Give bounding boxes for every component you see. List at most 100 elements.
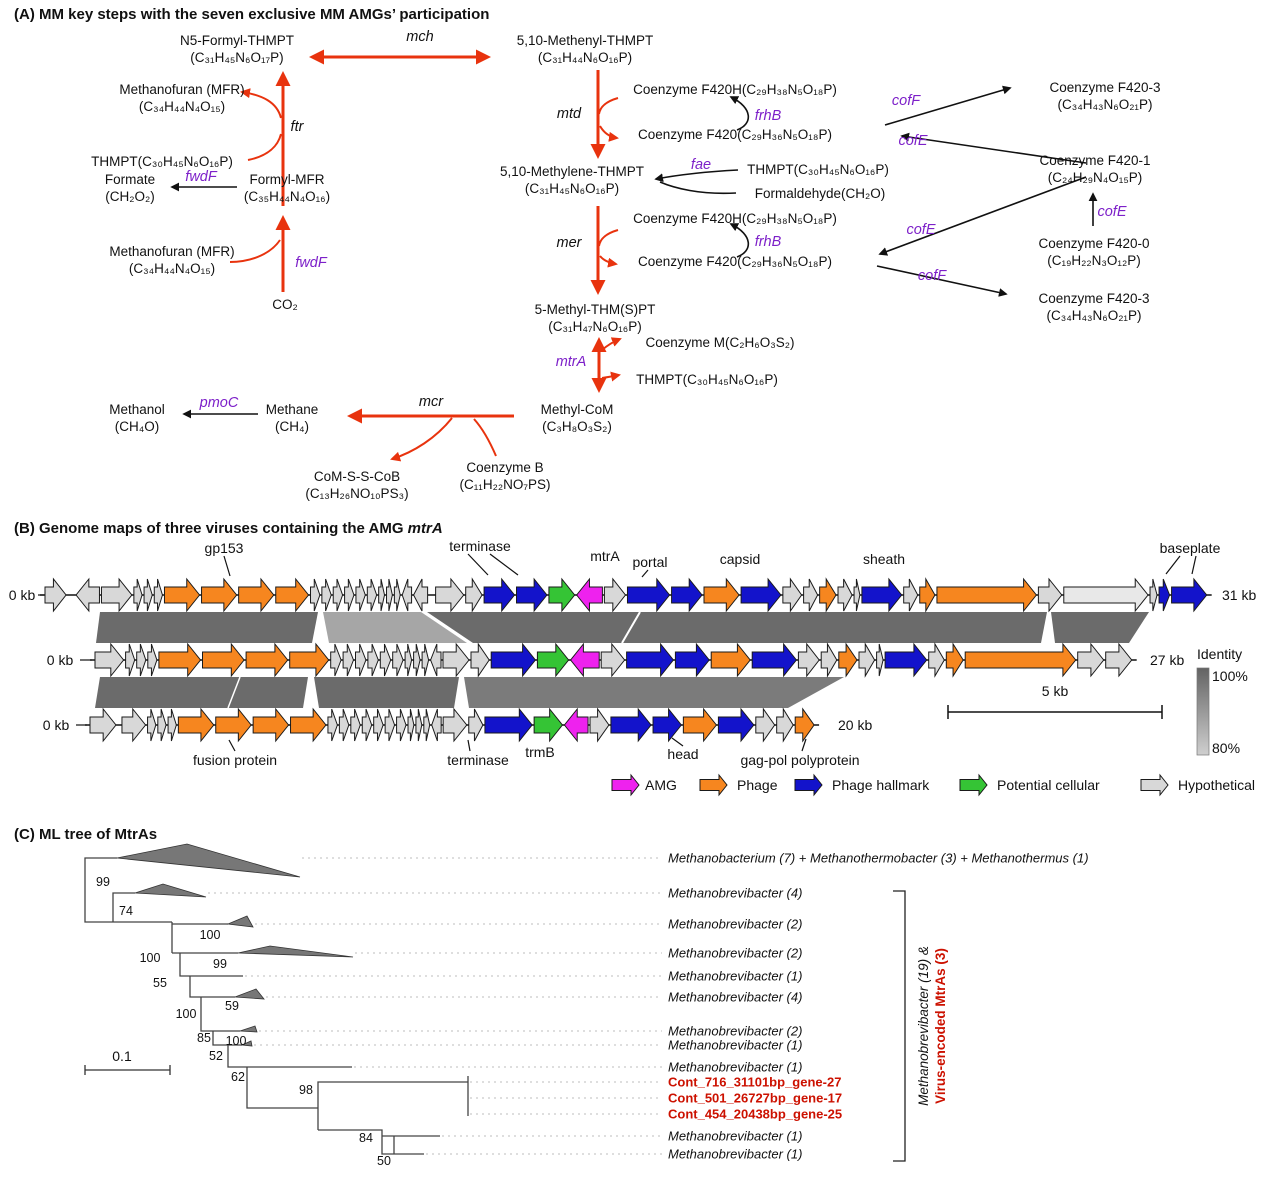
enzyme-ftr: ftr bbox=[290, 119, 304, 135]
legend-label-hypothetical: Hypothetical bbox=[1178, 777, 1256, 793]
tree-leaf-label: Methanobrevibacter (2) bbox=[668, 945, 803, 961]
metabolite-name: Formaldehyde(CH₂O) bbox=[754, 186, 886, 201]
collapsed-clade-triangles bbox=[116, 843, 354, 1047]
metabolite-formula: (C₃₅H₄₄N₄O₁₆) bbox=[243, 189, 331, 204]
metabolite-formula: (C₁₉H₂₂N₃O₁₂P) bbox=[1047, 253, 1141, 268]
kb-label-r2-start: 0 kb bbox=[46, 652, 74, 668]
metabolite-name: Methanol bbox=[109, 402, 165, 417]
legend-label-potential-cellular: Potential cellular bbox=[997, 777, 1100, 793]
metabolite-co2: CO₂ bbox=[272, 296, 298, 313]
cofF-arrow-2 bbox=[876, 265, 1008, 297]
metabolite-methanol: Methanol (CH₄O) bbox=[109, 401, 165, 435]
metabolite-name: Coenzyme F420(C₂₉H₃₆N₅O₁₈P) bbox=[638, 127, 832, 142]
metabolite-name: Methane bbox=[265, 402, 319, 417]
metabolite-name: Coenzyme F420-1 bbox=[1039, 153, 1151, 168]
metabolite-methyl-com: Methyl-CoM (C₃H₈O₃S₂) bbox=[541, 401, 614, 435]
metabolite-formula: (C₃H₈O₃S₂) bbox=[542, 419, 612, 434]
tree-leaf-label: Methanobrevibacter (4) bbox=[668, 989, 803, 1005]
tree-leaf-label: Methanobrevibacter (4) bbox=[668, 885, 803, 901]
similarity-blocks bbox=[95, 611, 1149, 709]
bootstrap-value: 85 bbox=[197, 1031, 211, 1045]
metabolite-name: N5-Formyl-THMPT bbox=[180, 33, 294, 48]
bootstrap-value: 62 bbox=[231, 1070, 245, 1084]
metabolite-f420-3-bottom: Coenzyme F420-3 (C₃₄H₄₃N₆O₂₁P) bbox=[1038, 290, 1149, 324]
legend-label-phage: Phage bbox=[737, 777, 778, 793]
bootstrap-value: 100 bbox=[139, 951, 161, 965]
enzyme-cofF-2: cofF bbox=[917, 268, 947, 284]
enzyme-fwdF-2: fwdF bbox=[295, 255, 327, 271]
bootstrap-value: 99 bbox=[213, 957, 227, 971]
metabolite-name: Coenzyme F420H(C₂₉H₃₈N₅O₁₈P) bbox=[633, 82, 837, 97]
fae-curve-2 bbox=[659, 181, 737, 195]
bootstrap-value: 100 bbox=[199, 928, 221, 942]
metabolite-formula: (C₃₄H₄₃N₆O₂₁P) bbox=[1046, 308, 1142, 323]
metabolite-formula: (C₁₃H₂₆NO₁₀PS₃) bbox=[305, 486, 409, 501]
metabolite-formula: (C₃₁H₄₄N₆O₁₆P) bbox=[537, 50, 633, 65]
tree-leaf-label-virus: Cont_716_31101bp_gene-27 bbox=[668, 1074, 842, 1090]
metabolite-name: Formate bbox=[104, 172, 156, 187]
kb-label-r1-start: 0 kb bbox=[8, 587, 36, 603]
enzyme-frhB-2: frhB bbox=[754, 234, 782, 250]
metabolite-f420h-1: Coenzyme F420H(C₂₉H₃₈N₅O₁₈P) bbox=[633, 81, 837, 98]
kb-label-r3-end: 20 kb bbox=[838, 717, 873, 733]
metabolite-f420-0: Coenzyme F420-0 (C₁₉H₂₂N₃O₁₂P) bbox=[1038, 235, 1149, 269]
metabolite-thmpt-2: THMPT(C₃₀H₄₅N₆O₁₆P) bbox=[747, 161, 889, 178]
enzyme-fwdF-1: fwdF bbox=[185, 169, 217, 185]
metabolite-methylene-thmpt: 5,10-Methylene-THMPT (C₃₁H₄₅N₆O₁₆P) bbox=[500, 163, 644, 197]
gene-label-mtrA: mtrA bbox=[590, 548, 620, 564]
bootstrap-value: 55 bbox=[153, 976, 167, 990]
panel-b-title-gene: mtrA bbox=[407, 520, 443, 537]
metabolite-name: THMPT(C₃₀H₄₅N₆O₁₆P) bbox=[91, 154, 233, 169]
metabolite-f420-1: Coenzyme F420(C₂₉H₃₆N₅O₁₈P) bbox=[638, 126, 832, 143]
bootstrap-value: 74 bbox=[119, 904, 133, 918]
gene-label-gag-pol: gag-pol polyprotein bbox=[740, 752, 860, 768]
gene-label-gp153: gp153 bbox=[204, 540, 244, 556]
identity-gradient-bar bbox=[1196, 667, 1210, 756]
metabolite-f420-1-coenzyme: Coenzyme F420-1 (C₂₄H₂₉N₄O₁₅P) bbox=[1039, 152, 1150, 186]
metabolite-formula: (C₃₄H₄₃N₆O₂₁P) bbox=[1057, 97, 1153, 112]
panel-c-title: (C) ML tree of MtrAs bbox=[14, 826, 158, 843]
kb-label-r1-end: 31 kb bbox=[1222, 587, 1257, 603]
metabolite-name: 5,10-Methenyl-THMPT bbox=[516, 33, 654, 48]
gene-label-baseplate: baseplate bbox=[1159, 540, 1221, 556]
tree-leaf-label: Methanobrevibacter (2) bbox=[668, 916, 803, 932]
bootstrap-value: 99 bbox=[96, 875, 110, 889]
gene-label-head: head bbox=[667, 746, 699, 762]
bootstrap-value: 98 bbox=[299, 1083, 313, 1097]
metabolite-name: CO₂ bbox=[272, 297, 298, 312]
metabolite-methenyl-thmpt: 5,10-Methenyl-THMPT (C₃₁H₄₄N₆O₁₆P) bbox=[517, 32, 654, 66]
metabolite-formula: (C₃₁H₄₅N₆O₁₆P) bbox=[524, 181, 620, 196]
clade-bracket bbox=[893, 890, 906, 1162]
metabolite-formula: (CH₄) bbox=[274, 419, 310, 434]
tree-leaf-label: Methanobrevibacter (1) bbox=[668, 1146, 803, 1162]
enzyme-cofF-1: cofF bbox=[891, 93, 921, 109]
bootstrap-value: 100 bbox=[175, 1007, 197, 1021]
metabolite-formula: (CH₂O₂) bbox=[105, 189, 155, 204]
tree-leaf-label: Methanobrevibacter (1) bbox=[668, 1128, 803, 1144]
metabolite-f420-2: Coenzyme F420(C₂₉H₃₆N₅O₁₈P) bbox=[638, 253, 832, 270]
tree-leaf-label-virus: Cont_501_26727bp_gene-17 bbox=[668, 1090, 843, 1106]
metabolite-name: THMPT(C₃₀H₄₅N₆O₁₆P) bbox=[636, 372, 778, 387]
cofE-arrow-2 bbox=[878, 176, 1087, 256]
enzyme-mch: mch bbox=[406, 29, 434, 45]
bootstrap-value: 84 bbox=[359, 1131, 373, 1145]
metabolite-thmpt-1: THMPT(C₃₀H₄₅N₆O₁₆P) bbox=[91, 153, 233, 170]
enzyme-mtd: mtd bbox=[556, 106, 582, 122]
metabolite-formula: (C₃₁H₄₅N₆O₁₇P) bbox=[190, 50, 284, 65]
gene-label-portal: portal bbox=[632, 554, 668, 570]
metabolite-formula: (C₃₁H₄₇N₆O₁₆P) bbox=[548, 319, 642, 334]
tree-branches bbox=[84, 857, 469, 1155]
metabolite-name: THMPT(C₃₀H₄₅N₆O₁₆P) bbox=[747, 162, 889, 177]
metabolite-methanofuran-1: Methanofuran (MFR) (C₃₄H₄₄N₄O₁₅) bbox=[119, 81, 244, 115]
enzyme-cofE-1: cofE bbox=[898, 133, 928, 149]
metabolite-formula: (C₃₄H₄₄N₄O₁₅) bbox=[128, 261, 216, 276]
metabolite-name: Methanofuran (MFR) bbox=[109, 244, 235, 259]
metabolite-coenzyme-b: Coenzyme B (C₁₁H₂₂NO₇PS) bbox=[460, 459, 551, 493]
frhB-curve-2 bbox=[729, 223, 750, 258]
tree-leaf-label: Methanobacterium (7) + Methanothermobact… bbox=[668, 850, 1089, 866]
genome-gene-arrows bbox=[40, 577, 1212, 797]
metabolite-name: Coenzyme F420-3 bbox=[1049, 80, 1161, 95]
enzyme-mcr: mcr bbox=[418, 394, 444, 410]
